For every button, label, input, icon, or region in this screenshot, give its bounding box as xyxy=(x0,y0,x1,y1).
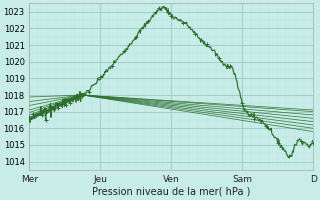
X-axis label: Pression niveau de la mer( hPa ): Pression niveau de la mer( hPa ) xyxy=(92,187,251,197)
